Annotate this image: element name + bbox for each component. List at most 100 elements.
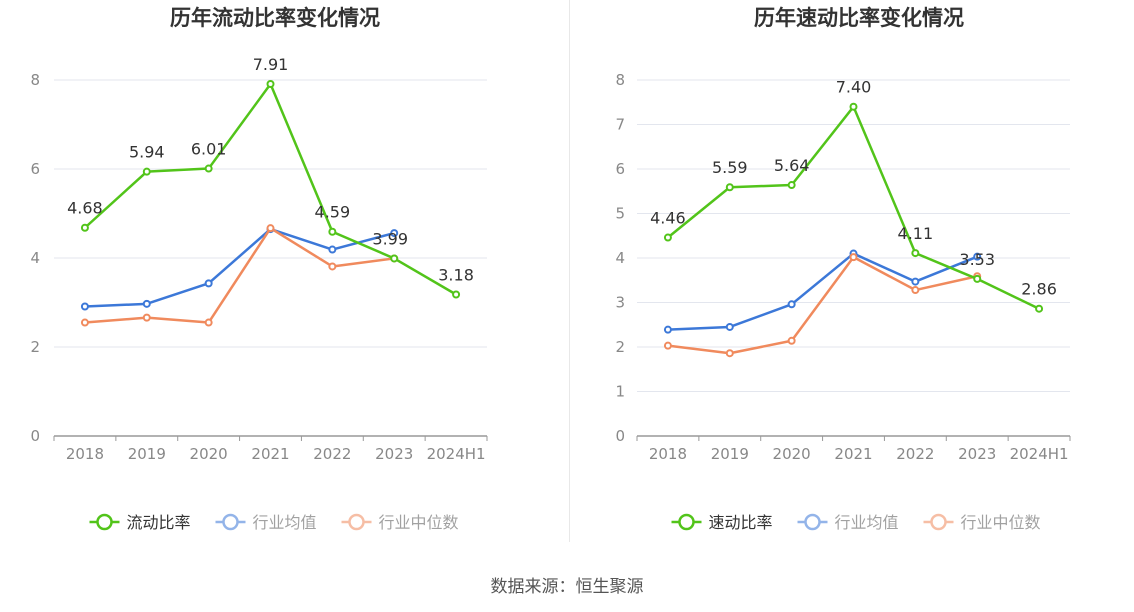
data-point (204, 318, 213, 327)
data-label: 5.94 (129, 143, 165, 162)
x-tick-label: 2018 (649, 445, 687, 463)
x-tick-label: 2018 (66, 445, 104, 463)
quick-ratio-chart: 历年速动比率变化情况 0 1 2 3 4 5 6 7 8 2018 2019 2020 2021 2022 2… (615, 6, 1071, 532)
y-tick-label: 8 (615, 71, 625, 89)
x-tick-label: 2019 (711, 445, 749, 463)
x-tick-label: 2019 (128, 445, 166, 463)
series-line (667, 105, 1040, 310)
series-primary: 4.68 5.94 6.01 7.91 4.59 3.99 3.18 (67, 55, 474, 299)
legend-label: 行业中位数 (961, 513, 1041, 532)
data-point (911, 249, 920, 258)
data-point (725, 322, 734, 331)
data-label: 5.64 (774, 156, 810, 175)
data-point (80, 223, 89, 232)
series-line (667, 255, 978, 355)
y-tick-label: 2 (615, 338, 625, 356)
x-tick-label: 2023 (958, 445, 996, 463)
current-ratio-chart: 历年流动比率变化情况 0 2 4 6 8 2018 2019 2020 2021 2022 2023 2… (30, 6, 488, 532)
legend-marker (348, 513, 365, 531)
y-tick-label: 1 (615, 383, 625, 401)
chart-title: 历年流动比率变化情况 (170, 6, 380, 30)
data-point (142, 167, 151, 176)
data-point (663, 341, 672, 350)
legend-item: 行业均值 (797, 513, 899, 532)
data-point (787, 181, 796, 190)
data-point (663, 233, 672, 242)
x-tick-label: 2023 (375, 445, 413, 463)
series-line (667, 252, 978, 331)
data-point (787, 300, 796, 309)
data-source-label: 数据来源：恒生聚源 (490, 577, 644, 597)
y-tick-label: 5 (615, 205, 625, 223)
legend-item: 行业中位数 (341, 513, 459, 532)
legend-label: 行业均值 (253, 513, 317, 532)
data-point (973, 252, 982, 261)
series-median (663, 253, 982, 358)
y-tick-label: 0 (615, 427, 625, 445)
data-point (266, 80, 275, 89)
x-tick-label: 2021 (834, 445, 872, 463)
legend-item: 行业中位数 (923, 513, 1041, 532)
legend-marker (222, 513, 239, 531)
chart-divider (569, 0, 570, 542)
series-avg (663, 249, 982, 334)
data-label: 3.99 (372, 229, 408, 248)
y-tick-label: 4 (30, 249, 40, 267)
y-tick-label: 4 (615, 249, 625, 267)
data-point (142, 313, 151, 322)
data-label: 5.59 (712, 158, 748, 177)
legend-marker (96, 513, 113, 531)
data-point (390, 254, 399, 263)
legend-label: 行业均值 (835, 513, 899, 532)
data-label: 2.86 (1021, 280, 1057, 299)
data-label: 7.91 (253, 55, 289, 74)
data-point (849, 102, 858, 111)
data-label: 4.46 (650, 209, 686, 228)
series-primary: 4.46 5.59 5.64 7.40 4.11 3.53 2.86 (650, 78, 1057, 313)
y-tick-label: 6 (615, 160, 625, 178)
data-point (204, 164, 213, 173)
data-point (452, 290, 461, 299)
legend-marker (930, 513, 947, 531)
data-point (787, 336, 796, 345)
data-label: 3.18 (438, 265, 474, 284)
data-point (1035, 304, 1044, 313)
legend-label: 行业中位数 (379, 513, 459, 532)
legend-marker (804, 513, 821, 531)
data-point (390, 229, 399, 238)
data-label: 6.01 (191, 140, 227, 159)
data-label: 4.59 (315, 203, 351, 222)
x-tick-label: 2024H1 (1010, 445, 1069, 463)
x-tick-label: 2022 (313, 445, 351, 463)
data-point (328, 262, 337, 271)
data-point (328, 245, 337, 254)
y-tick-label: 8 (30, 71, 40, 89)
data-label: 3.53 (959, 250, 995, 269)
data-label: 7.40 (836, 78, 872, 97)
series-line (84, 227, 395, 308)
data-point (849, 253, 858, 262)
legend-marker (678, 513, 695, 531)
y-tick-label: 2 (30, 338, 40, 356)
legend: 速动比率 行业均值 行业中位数 (671, 513, 1041, 532)
legend-label: 速动比率 (709, 513, 773, 532)
series-line (84, 226, 395, 324)
chart-title: 历年速动比率变化情况 (754, 6, 964, 30)
y-tick-label: 6 (30, 160, 40, 178)
data-point (80, 302, 89, 311)
x-tick-label: 2022 (896, 445, 934, 463)
data-point (973, 274, 982, 283)
data-label: 4.11 (898, 224, 934, 243)
data-point (80, 318, 89, 327)
data-point (911, 286, 920, 295)
legend-item: 行业均值 (215, 513, 317, 532)
data-label: 4.68 (67, 199, 103, 218)
data-point (204, 279, 213, 288)
data-point (142, 299, 151, 308)
data-point (725, 183, 734, 192)
data-point (663, 325, 672, 334)
x-tick-label: 2024H1 (427, 445, 486, 463)
data-point (911, 277, 920, 286)
data-point (266, 224, 275, 233)
